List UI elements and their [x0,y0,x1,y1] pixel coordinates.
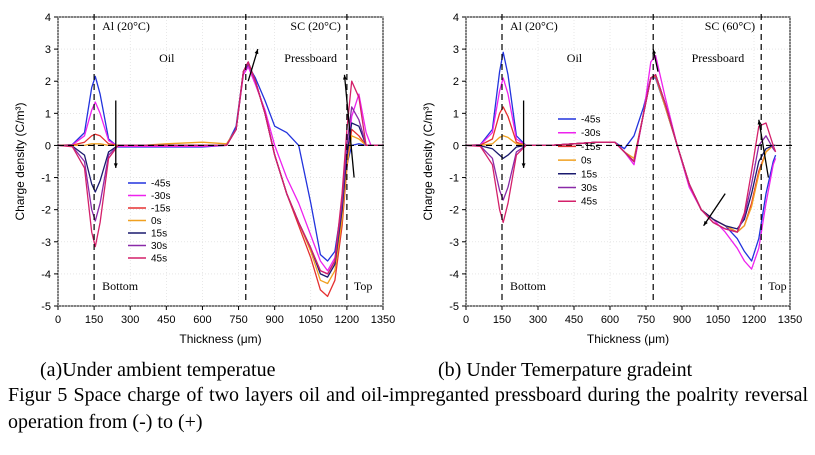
a-legend-label: 0s [151,216,162,227]
a-xtick-label: 600 [193,314,211,326]
b-ytick-label: 4 [453,12,459,24]
a-legend-label: 45s [151,254,167,265]
b-xtick-label: 750 [637,314,655,326]
chart-a-annotations: Al (20°C) SC (20°C) Oil Pressboard Bottom Top [58,14,385,304]
b-ylabel: Charge density (C/m³) [421,102,435,220]
b-region-oil-label: Oil [567,51,583,65]
a-electrode-right-label: SC (20°C) [290,19,340,33]
a-legend-label: -45s [151,179,170,190]
a-legend-label: -30s [151,191,170,202]
b-xtick-label: 150 [493,314,511,326]
a-xtick-label: 900 [265,314,283,326]
a-ytick-label: -5 [41,301,51,313]
b-legend-label: -15s [581,142,600,153]
b-region-pressboard-label: Pressboard [692,51,745,65]
a-trend-arrow [343,74,355,178]
a-plot-frame [57,16,384,307]
b-plot-frame [465,16,791,307]
b-ytick-label: -1 [449,173,459,185]
a-ytick-label: 0 [45,140,51,152]
a-xtick-label: 750 [229,314,247,326]
b-trend-arrow-head [652,49,657,55]
chart-b-series-group [465,51,777,270]
b-xtick-label: 900 [673,314,691,326]
b-ytick-label: 2 [453,76,459,88]
b-xtick-label: 1200 [742,314,766,326]
a-ytick-label: 2 [45,76,51,88]
a-ytick-label: -3 [41,237,51,249]
a-xlabel: Thickness (μm) [179,332,261,346]
a-ytick-label: 4 [45,12,51,24]
b-ytick-label: -4 [449,269,459,281]
a-ytick-label: -4 [41,269,51,281]
b-xtick-label: 600 [601,314,619,326]
b-xtick-label: 450 [565,314,583,326]
a-electrode-left-label: Al (20°C) [102,19,150,33]
a-region-oil-label: Oil [159,51,175,65]
b-xtick-label: 300 [529,314,547,326]
b-series-line [465,74,777,233]
b-electrode-left-label: Al (20°C) [510,19,558,33]
a-legend-label: -15s [151,204,170,215]
b-trend-arrow-head [521,163,526,168]
b-legend-label: 30s [581,183,597,194]
b-trend-arrow [758,119,770,178]
chart-b-legend: -45s -30s -15s 0s 15s 30s 45s [558,115,600,208]
b-top-label: Top [768,279,787,293]
b-xtick-label: 1350 [778,314,802,326]
a-xtick-label: 1350 [371,314,395,326]
b-ytick-label: 3 [453,44,459,56]
a-legend-label: 30s [151,241,167,252]
b-legend-label: 45s [581,197,597,208]
subfigure-b-caption: (b) Under Temerpature gradeint [438,359,693,381]
subfigure-a-caption: (a)Under ambient temperatue [40,359,276,381]
chart-a: -5 -4 -3 -2 -1 0 1 2 3 4 0 150 300 450 600 750 900 1050 12… [13,12,395,346]
chart-b: -5 -4 -3 -2 -1 0 1 2 3 4 0 150 300 450 600 750 900 1050 12… [421,12,802,346]
chart-a-axes: -5 -4 -3 -2 -1 0 1 2 3 4 0 150 300 450 600 750 900 1050 12… [13,12,395,346]
a-ylabel: Charge density (C/m³) [13,102,27,220]
b-legend-label: 0s [581,156,592,167]
a-xtick-label: 0 [55,314,61,326]
b-legend-label: -45s [581,115,600,126]
b-xtick-label: 0 [463,314,469,326]
a-xtick-label: 300 [121,314,139,326]
b-ytick-label: -5 [449,301,459,313]
a-legend-label: 15s [151,229,167,240]
b-trend-arrow-head [703,220,708,226]
a-xtick-label: 150 [85,314,103,326]
b-trend-arrow [703,193,726,227]
chart-b-axes: -5 -4 -3 -2 -1 0 1 2 3 4 0 150 300 450 600 750 900 1050 12… [421,12,802,346]
b-electrode-right-label: SC (60°C) [705,19,755,33]
b-bottom-label: Bottom [510,279,547,293]
a-ytick-label: 3 [45,44,51,56]
b-ytick-label: -3 [449,237,459,249]
figure-caption: Figur 5 Space charge of two layers oil a… [8,384,808,433]
b-trend-arrow-head [757,119,762,125]
a-trend-arrow [247,48,259,82]
a-xtick-label: 1050 [299,314,323,326]
chart-b-plot-area [465,16,791,307]
a-trend-arrow-head [342,74,347,80]
a-ytick-label: -1 [41,173,51,185]
a-ytick-label: 1 [45,108,51,120]
b-legend-label: 15s [581,169,597,180]
b-legend-label: -30s [581,128,600,139]
a-region-pressboard-label: Pressboard [284,51,337,65]
a-xtick-label: 1200 [335,314,359,326]
b-ytick-label: 0 [453,140,459,152]
a-top-label: Top [354,279,373,293]
a-bottom-label: Bottom [102,279,139,293]
b-xlabel: Thickness (μm) [587,332,669,346]
a-xtick-label: 450 [157,314,175,326]
b-series-line [465,54,777,270]
b-ytick-label: -2 [449,205,459,217]
a-trend-arrow-head [113,163,118,168]
a-trend-arrow-head [254,49,259,55]
b-xtick-label: 1050 [706,314,730,326]
b-ytick-label: 1 [453,108,459,120]
chart-b-annotations: Al (20°C) SC (60°C) Oil Pressboard Bottom Top [466,14,792,304]
a-ytick-label: -2 [41,205,51,217]
